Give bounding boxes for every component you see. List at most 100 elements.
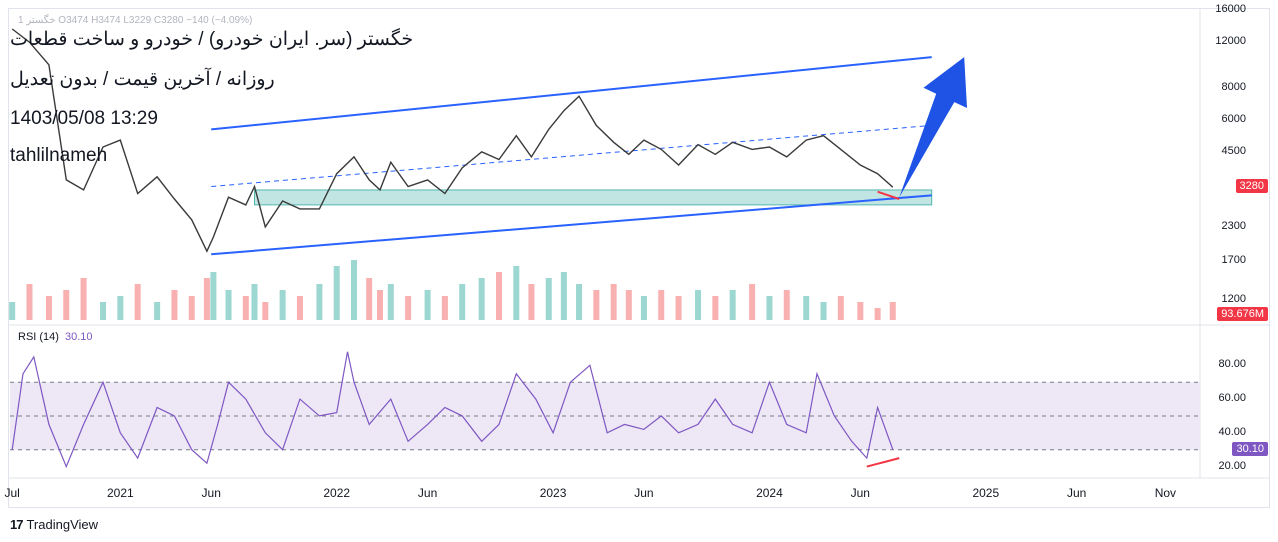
chart-subtitle: روزانه / آخرین قیمت / بدون تعدیل bbox=[10, 69, 275, 90]
volume-bar bbox=[658, 290, 665, 320]
volume-bar bbox=[351, 260, 358, 320]
volume-bar bbox=[63, 290, 70, 320]
price-tick-label: 2300 bbox=[1221, 219, 1246, 232]
ohlc-readout: 1 خگستر O3474 H3474 L3229 C3280 −140 (−4… bbox=[18, 15, 253, 26]
volume-bar bbox=[593, 290, 600, 320]
volume-bar bbox=[387, 284, 394, 320]
volume-bar bbox=[803, 296, 810, 320]
volume-bar bbox=[837, 296, 844, 320]
price-tick-label: 1700 bbox=[1221, 253, 1246, 266]
channel-mid-dashed bbox=[211, 124, 932, 188]
volume-bar bbox=[188, 296, 195, 320]
volume-bar bbox=[459, 284, 466, 320]
time-tick-label: Jun bbox=[417, 486, 438, 500]
chart-frame bbox=[8, 8, 1270, 508]
time-tick-label: 2024 bbox=[756, 486, 783, 500]
volume-bar bbox=[9, 302, 16, 320]
tradingview-logo: 17 bbox=[10, 517, 24, 532]
volume-bar bbox=[45, 296, 52, 320]
price-tick-label: 6000 bbox=[1221, 112, 1246, 125]
rsi-value-badge: 30.10 bbox=[1232, 441, 1268, 456]
volume-bar bbox=[26, 284, 33, 320]
volume-bar bbox=[528, 284, 535, 320]
volume-bar bbox=[117, 296, 124, 320]
volume-bar bbox=[545, 278, 552, 320]
time-tick-label: Jun bbox=[201, 486, 221, 500]
rsi-tick-label: 40.00 bbox=[1218, 425, 1246, 438]
volume-bar bbox=[495, 272, 502, 320]
rsi-tick-label: 80.00 bbox=[1218, 358, 1246, 371]
volume-bar bbox=[749, 284, 756, 320]
volume-bar bbox=[889, 302, 896, 320]
price-tick-label: 4500 bbox=[1221, 144, 1246, 157]
volume-bar bbox=[203, 278, 210, 320]
time-tick-label: Jul bbox=[4, 486, 20, 500]
volume-bar bbox=[242, 296, 249, 320]
volume-bar bbox=[424, 290, 431, 320]
price-tick-label: 8000 bbox=[1221, 80, 1246, 93]
volume-bar bbox=[171, 290, 178, 320]
time-tick-label: 2021 bbox=[106, 486, 134, 500]
volume-bar bbox=[80, 278, 87, 320]
volume-bar bbox=[316, 284, 323, 320]
volume-bar bbox=[766, 296, 773, 320]
volume-bar bbox=[478, 278, 485, 320]
channel-upper bbox=[211, 56, 932, 131]
rsi-legend-value: 30.10 bbox=[64, 331, 93, 343]
volume-bar bbox=[640, 296, 647, 320]
time-tick-label: 2022 bbox=[323, 486, 351, 500]
time-tick-label: Jun bbox=[850, 486, 870, 500]
time-tick-label: 2023 bbox=[539, 486, 567, 500]
tradingview-wordmark: TradingView bbox=[26, 517, 99, 532]
volume-bar bbox=[251, 284, 258, 320]
symbol-title: خگستر (سر. ایران خودرو) / خودرو و ساخت ق… bbox=[10, 29, 414, 50]
volume-bar bbox=[712, 296, 719, 320]
time-tick-label: Jun bbox=[634, 486, 654, 500]
volume-bar bbox=[405, 296, 412, 320]
volume-bar bbox=[366, 278, 373, 320]
rsi-line bbox=[11, 351, 894, 469]
volume-bar bbox=[783, 290, 790, 320]
tradingview-brand[interactable]: 17 TradingView bbox=[10, 517, 98, 532]
volume-bar bbox=[441, 296, 448, 320]
rsi-tick-label: 60.00 bbox=[1218, 392, 1246, 405]
rsi-tick-label: 20.00 bbox=[1218, 459, 1246, 472]
chart-datetime: 1403/05/08 13:29 bbox=[10, 108, 158, 129]
price-divergence-line bbox=[877, 190, 900, 200]
volume-bar bbox=[857, 302, 864, 320]
price-line bbox=[11, 28, 894, 253]
volume-bar bbox=[210, 272, 217, 320]
volume-bar bbox=[874, 308, 881, 320]
volume-bar bbox=[625, 290, 632, 320]
volume-badge: 93.676M bbox=[1217, 307, 1268, 321]
price-tick-label: 12000 bbox=[1215, 35, 1246, 48]
time-tick-label: 2025 bbox=[972, 486, 1000, 500]
volume-bar bbox=[560, 272, 567, 320]
chart-author: tahlilnameh bbox=[10, 145, 108, 166]
volume-bar bbox=[134, 284, 141, 320]
rsi-divergence-line bbox=[866, 457, 900, 468]
channel-lower bbox=[211, 194, 932, 256]
volume-bar bbox=[695, 290, 702, 320]
support-zone bbox=[253, 189, 933, 206]
volume-bar bbox=[100, 302, 107, 320]
volume-bar bbox=[513, 266, 520, 320]
last-price-badge: 3280 bbox=[1235, 179, 1268, 194]
volume-bar bbox=[576, 284, 583, 320]
volume-bar bbox=[675, 296, 682, 320]
time-tick-label: Nov bbox=[1154, 486, 1177, 500]
volume-bar bbox=[376, 290, 383, 320]
volume-bar bbox=[333, 266, 340, 320]
price-tick-label: 1200 bbox=[1221, 292, 1246, 305]
volume-bar bbox=[820, 302, 827, 320]
volume-bar bbox=[154, 302, 161, 320]
rsi-legend[interactable]: RSI (14) 30.10 bbox=[18, 331, 93, 343]
volume-bar bbox=[225, 290, 232, 320]
volume-bar bbox=[279, 290, 286, 320]
forecast-arrow bbox=[899, 57, 967, 198]
volume-bar bbox=[610, 284, 617, 320]
price-tick-label: 16000 bbox=[1215, 3, 1246, 15]
volume-bar bbox=[296, 296, 303, 320]
volume-bar bbox=[729, 290, 736, 320]
